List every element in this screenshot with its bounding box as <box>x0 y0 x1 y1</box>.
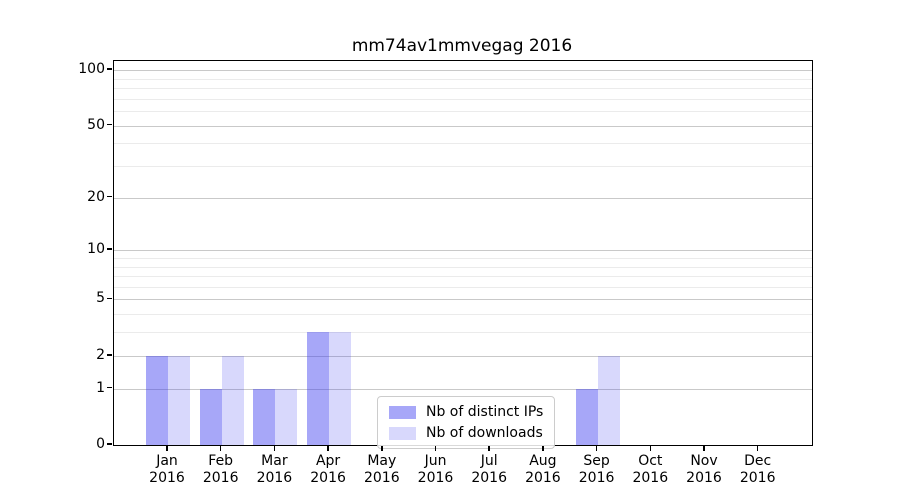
minor-gridline <box>114 143 812 145</box>
x-tick-label: Oct 2016 <box>620 453 680 487</box>
x-tick-label: Jan 2016 <box>137 453 197 487</box>
bar-distinct-ips <box>575 388 598 445</box>
bar-downloads <box>275 388 298 445</box>
x-tick-mark <box>703 445 705 451</box>
major-gridline <box>114 250 812 252</box>
legend-entry-distinct-ips: Nb of distinct IPs <box>389 404 543 420</box>
x-tick-year: 2016 <box>632 470 669 486</box>
legend: Nb of distinct IPs Nb of downloads <box>377 396 556 449</box>
plot-area: Nb of distinct IPs Nb of downloads <box>113 60 813 449</box>
x-tick-mark <box>381 445 383 451</box>
bar-downloads <box>168 355 190 445</box>
x-tick-label: Mar 2016 <box>244 453 304 487</box>
y-tick-label: 10 <box>87 241 105 258</box>
x-tick-year: 2016 <box>363 470 400 486</box>
chart-title: mm74av1mmvegag 2016 <box>351 36 573 56</box>
y-tick-mark <box>107 123 112 126</box>
minor-gridline <box>114 257 812 259</box>
bar-distinct-ips <box>199 388 222 445</box>
x-tick-label: Apr 2016 <box>298 453 358 487</box>
major-gridline <box>114 125 812 127</box>
x-tick-mark <box>542 445 544 451</box>
distinct-ips-swatch-icon <box>389 405 416 419</box>
y-tick-mark <box>107 297 112 300</box>
x-tick-label: Jul 2016 <box>459 453 519 487</box>
x-tick-label: Jun 2016 <box>406 453 466 487</box>
x-tick-year: 2016 <box>578 470 615 486</box>
minor-gridline <box>114 332 812 334</box>
minor-gridline <box>114 88 812 90</box>
minor-gridline <box>114 111 812 113</box>
bar-distinct-ips <box>307 332 330 445</box>
y-tick-label: 2 <box>96 346 105 363</box>
x-tick-label: May 2016 <box>352 453 412 487</box>
minor-gridline <box>114 166 812 168</box>
y-tick-label: 50 <box>87 116 105 133</box>
x-tick-year: 2016 <box>256 470 293 486</box>
x-tick-year: 2016 <box>525 470 561 486</box>
y-tick-mark <box>107 386 112 389</box>
minor-gridline <box>114 78 812 80</box>
minor-gridline <box>114 98 812 100</box>
bar-downloads <box>221 355 244 445</box>
x-tick-year: 2016 <box>202 470 239 486</box>
legend-label: Nb of distinct IPs <box>426 404 544 420</box>
y-tick-mark <box>107 248 112 250</box>
x-tick-label: Nov 2016 <box>674 453 734 487</box>
legend-entry-downloads: Nb of downloads <box>389 425 543 441</box>
x-tick-label: Aug 2016 <box>513 453 573 487</box>
x-tick-mark <box>756 445 759 451</box>
x-tick-mark <box>166 445 168 451</box>
major-gridline <box>114 355 812 357</box>
downloads-swatch-icon <box>389 426 416 440</box>
y-tick-label: 20 <box>87 188 105 205</box>
y-tick-mark <box>107 354 112 356</box>
y-tick-mark <box>107 195 112 198</box>
x-tick-year: 2016 <box>471 470 507 486</box>
major-gridline <box>114 70 812 72</box>
legend-label: Nb of downloads <box>426 425 543 441</box>
y-tick-label: 1 <box>96 379 105 396</box>
x-tick-mark <box>434 445 437 451</box>
major-gridline <box>114 197 812 199</box>
y-tick-label: 0 <box>96 436 105 452</box>
bar-downloads <box>329 332 352 445</box>
x-tick-mark <box>488 445 490 451</box>
x-tick-label: Sep 2016 <box>567 453 627 487</box>
y-tick-mark <box>107 68 112 70</box>
major-gridline <box>114 388 812 390</box>
x-tick-label: Dec 2016 <box>728 453 788 487</box>
x-tick-label: Feb 2016 <box>191 453 251 487</box>
bar-downloads <box>597 355 620 445</box>
y-tick-label: 5 <box>96 290 105 307</box>
y-tick-label: 100 <box>78 61 105 78</box>
x-tick-mark <box>273 445 276 451</box>
bar-distinct-ips <box>253 388 276 445</box>
y-tick-mark <box>107 443 112 445</box>
x-tick-year: 2016 <box>739 470 776 486</box>
x-tick-mark <box>649 445 652 451</box>
bar-distinct-ips <box>146 355 168 445</box>
minor-gridline <box>114 286 812 288</box>
x-tick-mark <box>327 445 329 451</box>
x-tick-year: 2016 <box>149 470 185 486</box>
x-tick-year: 2016 <box>310 470 346 486</box>
major-gridline <box>114 299 812 301</box>
x-tick-mark <box>595 445 598 451</box>
minor-gridline <box>114 266 812 268</box>
x-tick-mark <box>219 445 222 451</box>
x-tick-year: 2016 <box>417 470 454 486</box>
x-tick-year: 2016 <box>686 470 722 486</box>
minor-gridline <box>114 276 812 278</box>
minor-gridline <box>114 314 812 316</box>
